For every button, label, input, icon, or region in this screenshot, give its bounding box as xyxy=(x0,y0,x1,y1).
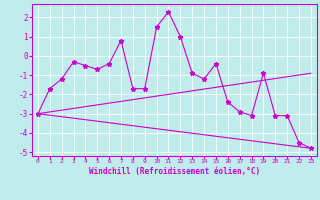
X-axis label: Windchill (Refroidissement éolien,°C): Windchill (Refroidissement éolien,°C) xyxy=(89,167,260,176)
